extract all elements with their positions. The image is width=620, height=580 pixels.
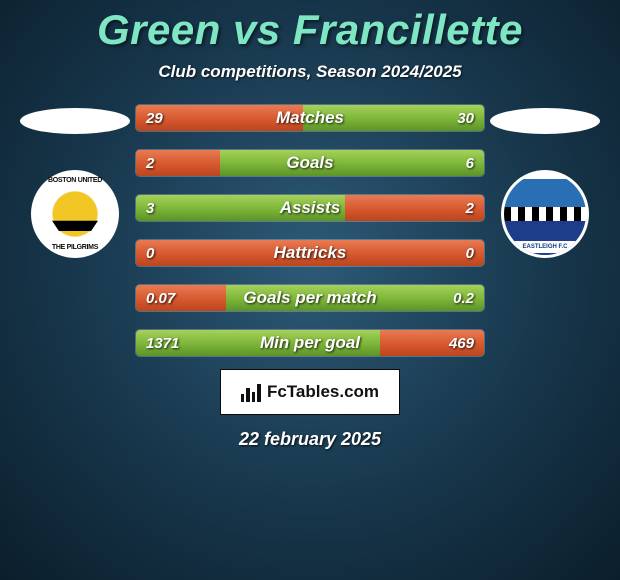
stat-right-value: 469 <box>449 330 474 356</box>
brand-text: FcTables.com <box>267 382 379 402</box>
ship-icon <box>52 197 98 231</box>
content-row: 29Matches302Goals63Assists20Hattricks00.… <box>0 104 620 357</box>
crest-ribbon: EASTLEIGH F.C <box>510 241 580 253</box>
right-club-crest: EASTLEIGH F.C <box>501 170 589 258</box>
stat-row: 29Matches30 <box>135 104 485 132</box>
comparison-card: Green vs Francillette Club competitions,… <box>0 0 620 580</box>
stat-right-value: 6 <box>466 150 474 176</box>
crest-checker-icon <box>504 207 586 221</box>
crest-top-icon <box>504 179 586 207</box>
stat-right-value: 2 <box>466 195 474 221</box>
brand-badge: FcTables.com <box>220 369 400 415</box>
stat-row: 3Assists2 <box>135 194 485 222</box>
stat-right-value: 0 <box>466 240 474 266</box>
page-title: Green vs Francillette <box>0 0 620 54</box>
left-side <box>15 104 135 258</box>
stat-label: Goals <box>136 150 484 176</box>
stat-label: Matches <box>136 105 484 131</box>
stat-label: Goals per match <box>136 285 484 311</box>
right-side: EASTLEIGH F.C <box>485 104 605 258</box>
date-label: 22 february 2025 <box>0 429 620 450</box>
left-avatar-placeholder <box>20 108 130 134</box>
stat-right-value: 0.2 <box>453 285 474 311</box>
stat-row: 1371Min per goal469 <box>135 329 485 357</box>
left-club-crest <box>31 170 119 258</box>
stat-row: 2Goals6 <box>135 149 485 177</box>
stat-label: Min per goal <box>136 330 484 356</box>
stat-row: 0Hattricks0 <box>135 239 485 267</box>
stat-label: Assists <box>136 195 484 221</box>
stat-label: Hattricks <box>136 240 484 266</box>
stat-right-value: 30 <box>457 105 474 131</box>
right-avatar-placeholder <box>490 108 600 134</box>
subtitle: Club competitions, Season 2024/2025 <box>0 62 620 82</box>
stats-column: 29Matches302Goals63Assists20Hattricks00.… <box>135 104 485 357</box>
barchart-icon <box>241 382 261 402</box>
stat-row: 0.07Goals per match0.2 <box>135 284 485 312</box>
